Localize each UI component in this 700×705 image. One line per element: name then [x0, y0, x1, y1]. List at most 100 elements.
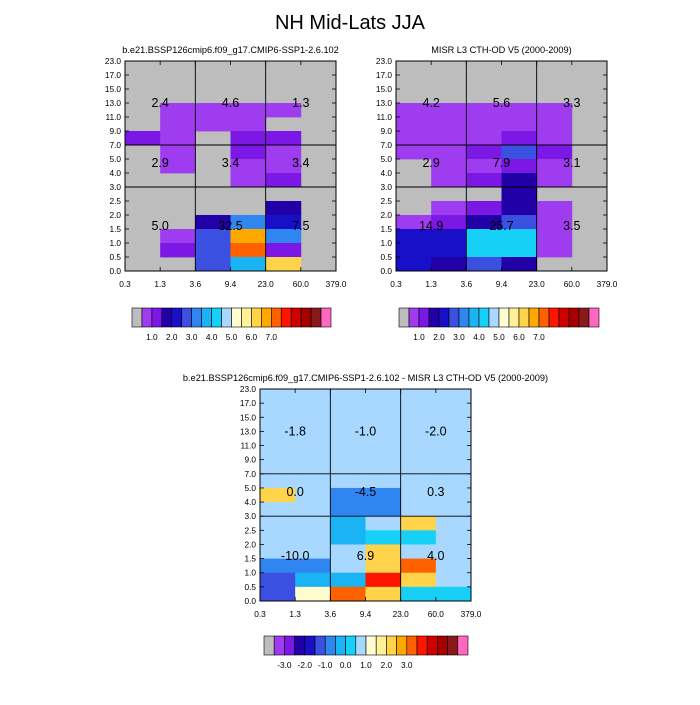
- colorbar-box: [320, 307, 332, 328]
- colorbar-box: [548, 307, 560, 328]
- y-tick-label: 9.0: [109, 126, 121, 136]
- group-total-label: 14.9: [419, 219, 443, 233]
- colorbar-box: [447, 635, 459, 656]
- heatmap-cell: [265, 257, 302, 272]
- heatmap-cell: [330, 487, 366, 503]
- heatmap-cell: [536, 145, 573, 160]
- heatmap-cell: [365, 572, 402, 588]
- heatmap-cell: [466, 117, 502, 132]
- heatmap-cell: [330, 586, 366, 602]
- group-total-label: 3.3: [563, 96, 580, 110]
- heatmap-cell: [195, 117, 231, 132]
- y-tick-label: 2.5: [380, 196, 392, 206]
- heatmap-cell: [536, 215, 573, 230]
- colorbar-tick-label: 2.0: [433, 332, 445, 342]
- heatmap-cell: [330, 516, 366, 531]
- y-tick-label: 1.0: [109, 238, 121, 248]
- x-tick-label: 23.0: [258, 279, 275, 289]
- heatmap-cell: [396, 145, 432, 160]
- heatmap-cell: [536, 131, 573, 146]
- heatmap-cell: [501, 215, 538, 230]
- x-tick-label: 1.3: [289, 609, 301, 619]
- colorbar-tick-label: 7.0: [266, 332, 278, 342]
- colorbar-box: [418, 307, 430, 328]
- colorbar-box: [518, 307, 530, 328]
- heatmap-cell: [260, 502, 296, 517]
- colorbar-box: [310, 307, 322, 328]
- colorbar-box: [406, 635, 418, 656]
- colorbar-tick-label: 4.0: [473, 332, 485, 342]
- heatmap-cell: [435, 389, 472, 404]
- x-tick-label: 1.3: [425, 279, 437, 289]
- heatmap-cell: [435, 417, 472, 432]
- heatmap-cell: [295, 417, 331, 432]
- heatmap-cell: [265, 243, 302, 258]
- colorbar-box: [365, 635, 377, 656]
- heatmap-cell: [295, 431, 331, 446]
- colorbar-box: [300, 307, 312, 328]
- colorbar-box: [335, 635, 346, 656]
- heatmap-cell: [435, 431, 472, 446]
- x-tick-label: 23.0: [529, 279, 546, 289]
- colorbar-box: [251, 307, 262, 328]
- group-total-label: -10.0: [281, 549, 310, 563]
- y-tick-label: 2.0: [380, 210, 392, 220]
- colorbar-box: [345, 635, 357, 656]
- heatmap-cell: [265, 173, 302, 188]
- heatmap-cell: [501, 159, 538, 174]
- y-tick-label: 15.0: [105, 84, 122, 94]
- heatmap-cell: [536, 117, 573, 132]
- heatmap-cell: [536, 243, 573, 258]
- heatmap-cell: [160, 131, 196, 146]
- heatmap-cell: [265, 145, 302, 160]
- group-total-label: 4.6: [222, 96, 239, 110]
- heatmap-cell: [230, 229, 267, 244]
- colorbar-box: [508, 307, 520, 328]
- heatmap-cell: [396, 103, 432, 118]
- heatmap-cell: [400, 558, 437, 574]
- heatmap-cell: [330, 431, 366, 446]
- group-total-label: -2.0: [425, 424, 447, 438]
- y-tick-label: 1.0: [244, 568, 256, 578]
- colorbar-tick-label: 1.0: [360, 660, 372, 670]
- y-tick-label: 5.0: [109, 154, 121, 164]
- heatmap-cell: [265, 201, 302, 216]
- heatmap-cell: [396, 229, 432, 244]
- heatmap-cell: [466, 215, 502, 230]
- y-tick-label: 1.5: [109, 224, 121, 234]
- y-tick-label: 23.0: [105, 56, 122, 66]
- heatmap-cell: [400, 417, 437, 432]
- heatmap-cell: [536, 103, 573, 118]
- heatmap-cell: [501, 229, 538, 244]
- x-tick-label: 0.3: [119, 279, 131, 289]
- heatmap-cell: [365, 431, 402, 446]
- colorbar-box: [151, 307, 163, 328]
- x-tick-label: 3.6: [461, 279, 473, 289]
- y-tick-label: 0.5: [380, 252, 392, 262]
- colorbar-box: [457, 635, 469, 656]
- heatmap-cell: [365, 417, 402, 432]
- heatmap-cell: [265, 229, 302, 244]
- heatmap-cell: [295, 403, 331, 418]
- colorbar-box: [294, 635, 306, 656]
- colorbar-box: [191, 307, 202, 328]
- colorbar-box: [488, 307, 500, 328]
- heatmap-cell: [435, 586, 472, 602]
- heatmap-cell: [396, 131, 432, 146]
- y-tick-label: 1.0: [380, 238, 392, 248]
- heatmap-cell: [466, 159, 502, 174]
- colorbar-box: [161, 307, 173, 328]
- colorbar-box: [181, 307, 192, 328]
- group-total-label: 1.3: [292, 96, 309, 110]
- x-tick-label: 379.0: [326, 279, 347, 289]
- heatmap-cell: [400, 572, 437, 588]
- heatmap-cell: [501, 243, 538, 258]
- group-total-label: 2.4: [151, 96, 168, 110]
- heatmap-cell: [330, 473, 366, 489]
- heatmap-cell: [536, 173, 573, 188]
- heatmap-cell: [230, 173, 267, 188]
- heatmap-cell: [431, 103, 467, 118]
- colorbar-tick-label: 1.0: [413, 332, 425, 342]
- colorbar-box: [416, 635, 428, 656]
